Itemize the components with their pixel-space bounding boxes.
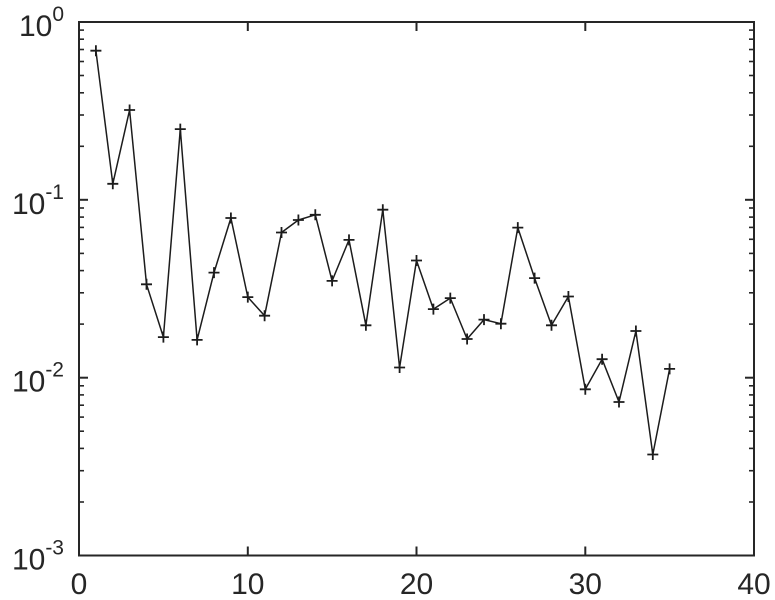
x-axis-ticks [78,22,755,556]
plot-frame [78,21,755,557]
x-tick-label: 30 [569,568,602,600]
y-tick-label: 10-1 [12,181,64,221]
y-tick-label: 10-2 [12,359,64,399]
x-tick-label: 40 [737,568,770,600]
y-axis-ticks [79,21,754,557]
data-line [95,50,671,456]
x-tick-label: 0 [71,568,88,600]
y-tick-label: 10-3 [12,537,64,577]
x-tick-label: 20 [400,568,433,600]
data-point-markers [90,45,676,460]
y-minor-ticks [79,29,754,503]
y-tick-label: 100 [19,3,64,43]
x-tick-label: 10 [231,568,264,600]
